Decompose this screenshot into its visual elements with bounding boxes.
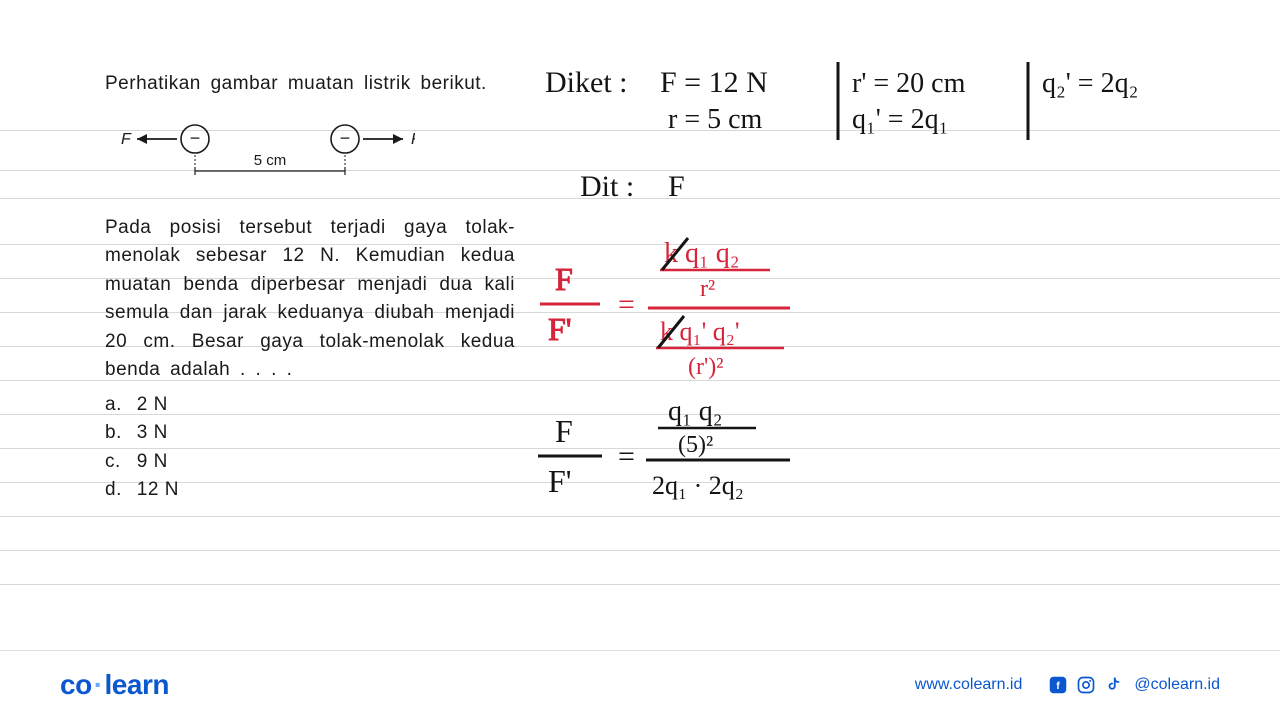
diket-r: r = 5 cm	[668, 104, 763, 135]
dit-label: Dit :	[580, 170, 634, 203]
option-b: b. 3 N	[105, 419, 515, 448]
option-c: c. 9 N	[105, 448, 515, 477]
diket-q2prime: q₂' = 2q₂	[1042, 68, 1138, 99]
problem-text-body: Pada posisi tersebut terjadi gaya tolak-…	[105, 214, 515, 385]
option-a: a. 2 N	[105, 391, 515, 420]
eq1-F: F	[555, 261, 573, 297]
eq2-Fprime: F'	[548, 463, 572, 499]
tiktok-icon	[1104, 675, 1124, 695]
social-icons: f @colearn.id	[1048, 675, 1220, 695]
diket-label: Diket :	[545, 66, 628, 99]
f-right-label: F	[411, 131, 415, 148]
eq2-rhs-bot: 2q₁ · 2q₂	[652, 471, 744, 500]
diket-rprime: r' = 20 cm	[852, 68, 966, 99]
distance-label: 5 cm	[254, 152, 287, 169]
diket-q1prime: q₁' = 2q₁	[852, 104, 948, 135]
problem-text-top: Perhatikan gambar muatan listrik berikut…	[105, 70, 515, 99]
facebook-icon: f	[1048, 675, 1068, 695]
charge-diagram: F − − F 5 cm	[115, 119, 415, 191]
eq1-rhs-top-num: k q₁ q₂	[664, 238, 740, 269]
charge-sign-right: −	[340, 128, 351, 148]
social-handle: @colearn.id	[1134, 676, 1220, 694]
eq2-equals: =	[618, 440, 635, 473]
charge-sign-left: −	[190, 128, 201, 148]
instagram-icon	[1076, 675, 1096, 695]
eq1-rhs-bot-den: (r')²	[688, 354, 724, 380]
option-d: d. 12 N	[105, 476, 515, 505]
logo: co·learn	[60, 669, 169, 701]
site-url: www.colearn.id	[915, 676, 1023, 694]
eq1-rhs-bot-num: k q₁' q₂'	[660, 317, 740, 346]
eq2-rhs-top-num: q₁ q₂	[668, 396, 723, 427]
footer-rule	[0, 650, 1280, 651]
options-list: a. 2 N b. 3 N c. 9 N d. 12 N	[105, 391, 515, 505]
eq2-rhs-top-den: (5)²	[678, 432, 713, 458]
footer: co·learn www.colearn.id f @colearn.id	[0, 650, 1280, 720]
footer-right: www.colearn.id f @colearn.id	[915, 675, 1220, 695]
f-left-label: F	[121, 131, 132, 148]
eq1-Fprime: F'	[548, 311, 572, 347]
eq1-rhs-top-den: r²	[700, 276, 715, 302]
eq2-F: F	[555, 413, 573, 449]
svg-text:f: f	[1057, 680, 1061, 692]
problem-column: Perhatikan gambar muatan listrik berikut…	[105, 70, 515, 505]
diket-F: F = 12 N	[660, 66, 768, 99]
dit-value: F	[668, 170, 685, 203]
eq1-equals: =	[618, 288, 635, 321]
